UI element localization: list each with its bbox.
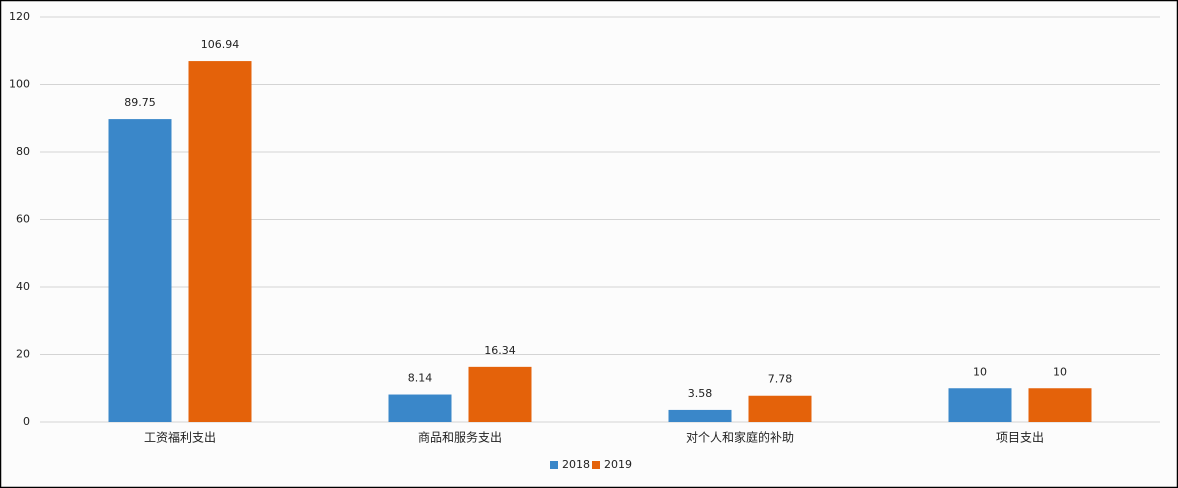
data-label: 106.94: [201, 38, 240, 51]
bar: [1028, 388, 1092, 422]
y-tick-label: 120: [9, 10, 30, 23]
legend-swatch: [550, 461, 558, 469]
data-label: 8.14: [408, 372, 433, 385]
y-tick-label: 20: [16, 348, 30, 361]
data-label: 89.75: [124, 96, 156, 109]
bar: [188, 61, 252, 422]
bar: [948, 388, 1012, 422]
legend-label: 2018: [562, 458, 590, 471]
y-tick-label: 40: [16, 280, 30, 293]
x-tick-label: 项目支出: [996, 431, 1044, 445]
x-tick-label: 工资福利支出: [144, 430, 216, 445]
y-tick-label: 60: [16, 213, 30, 226]
x-tick-label: 对个人和家庭的补助: [686, 430, 794, 445]
legend-label: 2019: [604, 458, 632, 471]
y-tick-label: 0: [23, 415, 30, 428]
data-label: 16.34: [484, 344, 516, 357]
bar: [468, 366, 532, 422]
data-label: 10: [1053, 365, 1067, 378]
data-label: 10: [973, 365, 987, 378]
y-tick-label: 100: [9, 78, 30, 91]
y-tick-label: 80: [16, 145, 30, 158]
bar: [668, 409, 732, 422]
legend-swatch: [592, 461, 600, 469]
x-tick-label: 商品和服务支出: [418, 430, 502, 445]
bar: [388, 394, 452, 422]
data-label: 7.78: [768, 373, 793, 386]
bar: [748, 395, 812, 422]
bar: [108, 119, 172, 422]
data-label: 3.58: [688, 387, 713, 400]
